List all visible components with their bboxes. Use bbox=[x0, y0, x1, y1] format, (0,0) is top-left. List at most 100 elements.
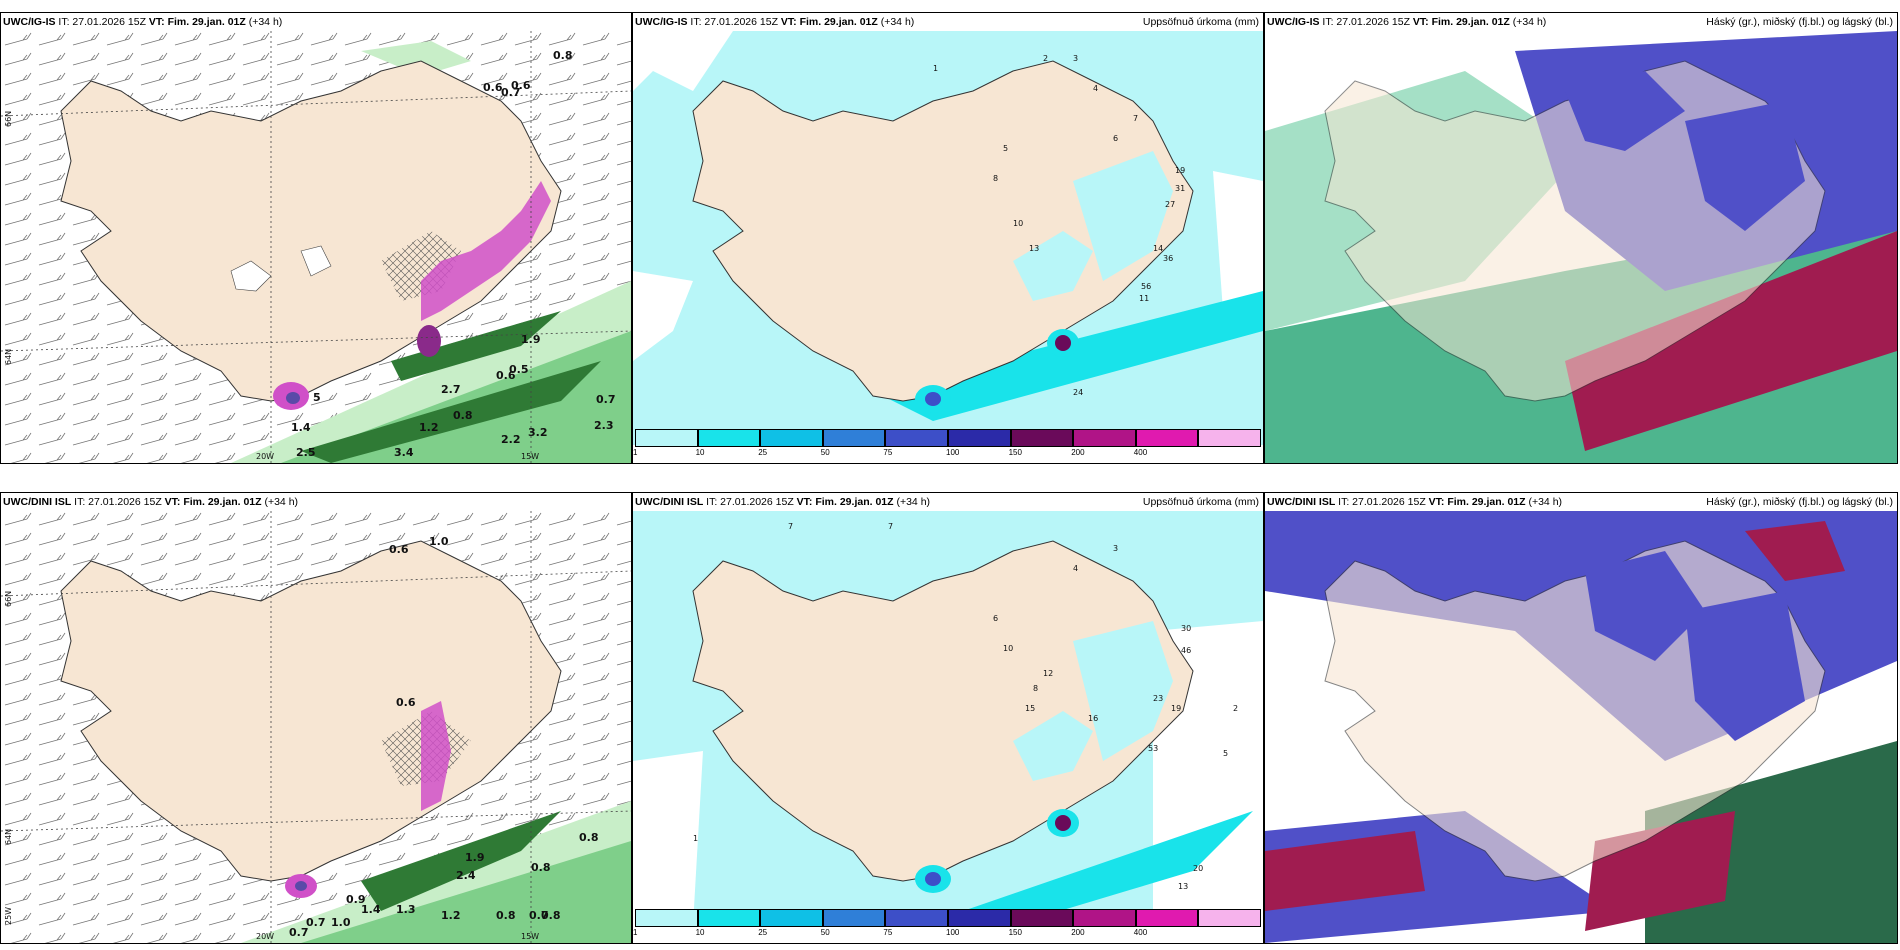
panel-title: UWC/DINI ISL IT: 27.01.2026 15Z VT: Fim.… bbox=[633, 493, 1263, 511]
value-label: 2.3 bbox=[594, 419, 614, 432]
colorbar-tick-label: 25 bbox=[758, 448, 768, 457]
value-label: 0.7 bbox=[289, 926, 309, 939]
colorbar-tick-label: 1 bbox=[633, 928, 638, 937]
panel-title: UWC/IG-IS IT: 27.01.2026 15Z VT: Fim. 29… bbox=[1, 13, 631, 31]
value-label: 2.2 bbox=[501, 433, 521, 446]
colorbar-segment bbox=[1073, 909, 1136, 927]
colorbar-tick-label: 150 bbox=[1008, 448, 1022, 457]
value-label: 2.4 bbox=[456, 869, 476, 882]
value-label: 5 bbox=[1003, 144, 1008, 153]
value-label: 7 bbox=[788, 522, 793, 531]
value-label: 0.7 bbox=[306, 916, 326, 929]
value-label: 10 bbox=[1003, 644, 1013, 653]
value-label: 0.6 bbox=[389, 543, 409, 556]
colorbar-tick-label: 50 bbox=[820, 928, 830, 937]
map-panel-clouds-dini: UWC/DINI ISL IT: 27.01.2026 15Z VT: Fim.… bbox=[1264, 492, 1898, 944]
colorbar-tick-label: 1 bbox=[633, 448, 638, 457]
value-label: 1.0 bbox=[429, 535, 449, 548]
colorbar-segment bbox=[697, 909, 761, 927]
colorbar-tick-label: 400 bbox=[1133, 928, 1148, 937]
value-label: 56 bbox=[1141, 282, 1151, 291]
value-label: 0.8 bbox=[579, 831, 599, 844]
map-canvas bbox=[1265, 31, 1897, 463]
value-label: 1 bbox=[693, 834, 698, 843]
value-label: 10 bbox=[1013, 219, 1023, 228]
value-label: 20 bbox=[1193, 864, 1203, 873]
value-label: 2.5 bbox=[296, 446, 316, 459]
map-canvas: 66N 64N 20W 15W 0.6 0.6 0.7 0.8 1.9 0.6 … bbox=[1, 31, 631, 463]
lon-label-20w: 20W bbox=[256, 932, 274, 941]
value-label: 0.7 bbox=[529, 909, 549, 922]
colorbar-segment bbox=[760, 909, 823, 927]
colorbar-tick-label: 200 bbox=[1071, 928, 1085, 937]
colorbar-tick-label: 100 bbox=[946, 448, 960, 457]
lat-label-66n: 66N bbox=[4, 591, 13, 607]
value-label: 0.8 bbox=[453, 409, 473, 422]
colorbar-tick-label: 200 bbox=[1071, 448, 1085, 457]
value-label: 4 bbox=[1073, 564, 1078, 573]
lon-label-25w: 25W bbox=[4, 907, 13, 925]
panel-title: UWC/DINI ISL IT: 27.01.2026 15Z VT: Fim.… bbox=[1, 493, 631, 511]
value-label: 1.2 bbox=[441, 909, 461, 922]
lon-label-15w: 15W bbox=[521, 452, 539, 461]
map-panel-accum-precip-dini: UWC/DINI ISL IT: 27.01.2026 15Z VT: Fim.… bbox=[632, 492, 1264, 944]
value-label: 0.6 bbox=[396, 696, 416, 709]
value-label: 5 bbox=[313, 391, 321, 404]
iceland-landmass bbox=[692, 540, 1194, 882]
colorbar-segment bbox=[822, 429, 886, 447]
value-label: 3 bbox=[1073, 54, 1078, 63]
value-label: 1.4 bbox=[361, 903, 381, 916]
value-label: 0.8 bbox=[531, 861, 551, 874]
colorbar-tick-label: 50 bbox=[820, 448, 830, 457]
value-label: 8 bbox=[993, 174, 998, 183]
value-label: 19 bbox=[1171, 704, 1181, 713]
value-label: 16 bbox=[1088, 714, 1098, 723]
colorbar-tick-label: 25 bbox=[758, 928, 768, 937]
value-label: 24 bbox=[1073, 388, 1083, 397]
value-label: 1.4 bbox=[291, 421, 311, 434]
colorbar-tick-label: 150 bbox=[1008, 928, 1022, 937]
value-label: 3.4 bbox=[394, 446, 414, 459]
colorbar-tick-label: 10 bbox=[695, 448, 705, 457]
colorbar-segment bbox=[948, 909, 1011, 927]
map-canvas: 1 2 3 4 5 6 7 8 10 12 13 15 16 19 20 23 … bbox=[633, 511, 1263, 925]
value-label: 0.6 bbox=[483, 81, 503, 94]
value-label: 1 bbox=[933, 64, 938, 73]
colorbar-segment bbox=[1135, 909, 1199, 927]
value-label: 3 bbox=[1113, 544, 1118, 553]
colorbar-segment bbox=[1010, 429, 1074, 447]
colorbar-segment bbox=[822, 909, 886, 927]
iceland-landmass bbox=[692, 60, 1194, 402]
value-label: 1.0 bbox=[331, 916, 351, 929]
value-label: 30 bbox=[1181, 624, 1191, 633]
value-label: 46 bbox=[1181, 646, 1191, 655]
value-label: 31 bbox=[1175, 184, 1185, 193]
panel-title: UWC/DINI ISL IT: 27.01.2026 15Z VT: Fim.… bbox=[1265, 493, 1897, 511]
value-label: 15 bbox=[1025, 704, 1035, 713]
lat-label-64n: 64N bbox=[4, 829, 13, 845]
value-label: 19 bbox=[1175, 166, 1185, 175]
value-label: 0.5 bbox=[509, 363, 529, 376]
value-label: 23 bbox=[1153, 694, 1163, 703]
map-panel-wind-precip-dini: UWC/DINI ISL IT: 27.01.2026 15Z VT: Fim.… bbox=[0, 492, 632, 944]
lon-label-20w: 20W bbox=[256, 452, 274, 461]
value-label: 1.9 bbox=[521, 333, 541, 346]
panel-title: UWC/IG-IS IT: 27.01.2026 15Z VT: Fim. 29… bbox=[633, 13, 1263, 31]
colorbar-segment bbox=[1198, 429, 1261, 447]
colorbar-tick-label: 75 bbox=[883, 928, 893, 937]
value-label: 53 bbox=[1148, 744, 1158, 753]
panel-title: UWC/IG-IS IT: 27.01.2026 15Z VT: Fim. 29… bbox=[1265, 13, 1897, 31]
value-label: 0.8 bbox=[496, 909, 516, 922]
map-panel-accum-precip-igis: UWC/IG-IS IT: 27.01.2026 15Z VT: Fim. 29… bbox=[632, 12, 1264, 464]
value-label: 6 bbox=[1113, 134, 1118, 143]
colorbar-segment bbox=[760, 429, 823, 447]
colorbar-segment bbox=[697, 429, 761, 447]
value-label: 4 bbox=[1093, 84, 1098, 93]
value-label: 0.7 bbox=[501, 86, 521, 99]
map-canvas: 1 2 3 4 5 6 7 8 10 11 13 14 19 24 27 31 … bbox=[633, 31, 1263, 445]
map-panel-wind-precip-igis: UWC/IG-IS IT: 27.01.2026 15Z VT: Fim. 29… bbox=[0, 12, 632, 464]
value-label: 14 bbox=[1153, 244, 1163, 253]
value-label: 6 bbox=[993, 614, 998, 623]
precip-colorbar: 1 10 25 50 75 100 150 200 400 bbox=[633, 429, 1261, 457]
colorbar-segment bbox=[885, 429, 948, 447]
